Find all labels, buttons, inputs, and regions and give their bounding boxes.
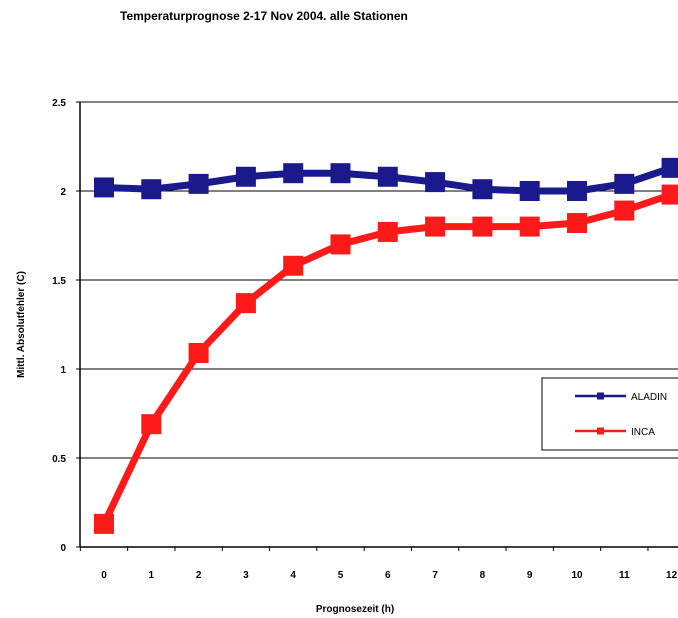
x-tick-label: 11 bbox=[619, 570, 630, 581]
point-inca bbox=[377, 221, 398, 242]
point-inca bbox=[188, 342, 209, 363]
x-tick-label: 1 bbox=[149, 570, 155, 581]
chart-title: Temperaturprognose 2-17 Nov 2004. alle S… bbox=[120, 9, 408, 23]
y-tick-label: 2.5 bbox=[52, 98, 66, 109]
point-aladin bbox=[425, 172, 446, 193]
x-tick-label: 10 bbox=[571, 570, 583, 581]
point-aladin bbox=[283, 163, 304, 184]
legend-marker-inca bbox=[597, 427, 604, 435]
point-inca bbox=[235, 293, 256, 314]
legend-marker-aladin bbox=[597, 392, 604, 400]
point-aladin bbox=[614, 173, 635, 194]
y-tick-label: 0 bbox=[60, 543, 66, 554]
legend-label-inca: INCA bbox=[631, 427, 655, 438]
point-inca bbox=[614, 200, 635, 221]
x-tick-label: 12 bbox=[666, 570, 678, 581]
y-axis-title: Mittl. Absolutfehler (C) bbox=[16, 271, 27, 378]
point-inca bbox=[283, 255, 304, 276]
x-tick-label: 6 bbox=[385, 570, 391, 581]
x-axis-title: Prognosezeit (h) bbox=[316, 604, 394, 615]
point-aladin bbox=[377, 166, 398, 187]
y-tick-label: 2 bbox=[60, 187, 66, 198]
x-tick-label: 4 bbox=[290, 570, 296, 581]
point-aladin bbox=[519, 181, 540, 201]
x-tick-label: 5 bbox=[338, 570, 344, 581]
x-tick-label: 8 bbox=[480, 570, 486, 581]
point-aladin bbox=[141, 179, 162, 200]
x-tick-label: 0 bbox=[101, 570, 107, 581]
legend-label-aladin: ALADIN bbox=[631, 392, 667, 403]
point-inca bbox=[519, 216, 540, 237]
point-aladin bbox=[567, 181, 587, 201]
axes bbox=[79, 102, 678, 551]
point-aladin bbox=[188, 173, 209, 194]
point-aladin bbox=[330, 163, 351, 184]
point-inca bbox=[141, 414, 162, 435]
point-inca bbox=[472, 216, 493, 237]
gridlines bbox=[76, 101, 678, 548]
point-inca bbox=[425, 216, 446, 237]
x-tick-labels: 0 1 2 3 4 5 6 7 8 9 10 11 12 bbox=[101, 570, 677, 581]
x-tick-label: 7 bbox=[432, 570, 438, 581]
point-inca bbox=[567, 213, 587, 234]
y-tick-labels: 0 0.5 1 1.5 2 2.5 bbox=[52, 98, 66, 554]
point-aladin bbox=[94, 177, 114, 198]
y-tick-label: 1 bbox=[60, 365, 66, 376]
y-tick-label: 0.5 bbox=[52, 454, 66, 465]
series-lines bbox=[94, 157, 678, 534]
point-inca bbox=[94, 513, 114, 534]
point-aladin bbox=[472, 179, 493, 200]
x-tick-label: 9 bbox=[527, 570, 533, 581]
legend: ALADIN INCA bbox=[541, 377, 678, 451]
point-aladin bbox=[661, 157, 678, 178]
legend-box bbox=[541, 377, 678, 451]
y-tick-label: 1.5 bbox=[52, 276, 66, 287]
point-inca bbox=[661, 184, 678, 205]
point-inca bbox=[330, 234, 351, 255]
x-tick-label: 2 bbox=[196, 570, 202, 581]
point-aladin bbox=[235, 166, 256, 187]
x-tick-label: 3 bbox=[243, 570, 249, 581]
